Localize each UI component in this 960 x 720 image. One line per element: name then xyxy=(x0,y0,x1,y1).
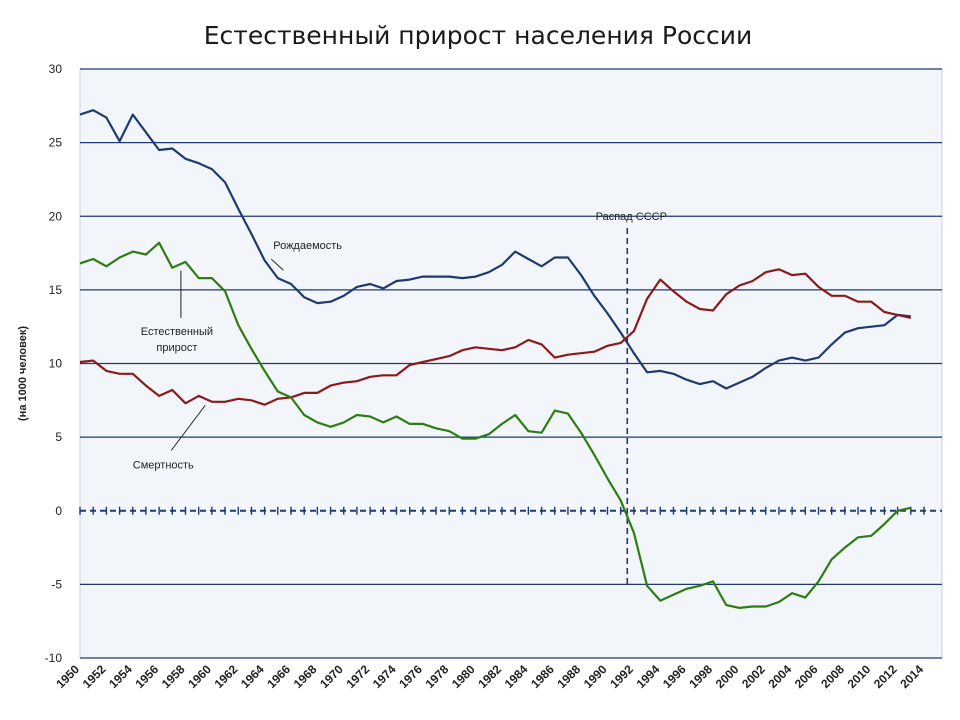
x-tick-label: 1968 xyxy=(291,662,320,691)
series-lines xyxy=(79,109,912,609)
x-tick-label: 1998 xyxy=(686,662,715,691)
x-tick-label: 1976 xyxy=(396,662,425,691)
birth-label-leader xyxy=(270,258,284,271)
x-tick-label: 2000 xyxy=(713,662,742,691)
y-tick-label: -10 xyxy=(45,651,63,665)
y-tick-label: 30 xyxy=(49,62,63,76)
x-tick-label: 1950 xyxy=(53,662,82,691)
x-tick-label: 1982 xyxy=(475,662,504,691)
y-axis-ticks: 30 25 20 15 10 5 0 -5 -10 xyxy=(45,62,63,665)
x-tick-label: 1974 xyxy=(370,662,399,691)
y-tick-label: 5 xyxy=(55,430,62,444)
x-tick-label: 1960 xyxy=(185,662,214,691)
x-tick-label: 1954 xyxy=(106,662,135,691)
x-tick-label: 1964 xyxy=(238,662,267,691)
x-tick-label: 1956 xyxy=(132,662,161,691)
x-tick-label: 1984 xyxy=(502,662,531,691)
natural-series-label-line2: прирост xyxy=(156,342,197,354)
natural-series-label: Естественный xyxy=(141,326,213,338)
x-tick-label: 2008 xyxy=(818,662,847,691)
x-tick-label: 1996 xyxy=(660,662,689,691)
x-tick-label: 1992 xyxy=(607,662,636,691)
y-tick-label: 0 xyxy=(55,504,62,518)
x-tick-label: 2010 xyxy=(845,662,874,691)
x-tick-label: 1980 xyxy=(449,662,478,691)
y-tick-label: 10 xyxy=(49,357,63,371)
series-line-natural xyxy=(79,241,912,609)
birth-series-label: Рождаемость xyxy=(273,240,342,252)
x-tick-label: 2012 xyxy=(871,662,900,691)
x-axis xyxy=(79,506,942,515)
x-tick-label: 1988 xyxy=(554,662,583,691)
x-tick-label: 1972 xyxy=(343,662,372,691)
x-tick-label: 1986 xyxy=(528,662,557,691)
x-tick-label: 1958 xyxy=(159,662,188,691)
x-tick-label: 2004 xyxy=(765,662,794,691)
y-tick-label: -5 xyxy=(51,577,62,591)
x-tick-label: 1966 xyxy=(264,662,293,691)
death-label-leader xyxy=(170,404,206,451)
x-tick-label: 1978 xyxy=(423,662,452,691)
x-tick-label: 2002 xyxy=(739,662,768,691)
ussr-collapse-label: Распад СССР xyxy=(596,211,667,223)
y-tick-label: 15 xyxy=(49,283,63,297)
y-tick-label: 25 xyxy=(49,136,63,150)
x-tick-label: 1970 xyxy=(317,662,346,691)
annotations: Рождаемость Естественный прирост Смертность… xyxy=(133,211,667,471)
series-line-birth xyxy=(79,109,911,390)
series-line-death xyxy=(79,268,912,406)
x-tick-label: 1990 xyxy=(581,662,610,691)
x-tick-label: 1994 xyxy=(634,662,663,691)
x-tick-label: 2014 xyxy=(897,662,926,691)
chart-title: Естественный прирост населения России xyxy=(204,21,753,50)
y-tick-label: 20 xyxy=(49,209,63,223)
x-axis-tick-labels: 1950195219541956195819601962196419661968… xyxy=(53,662,926,691)
x-tick-label: 1962 xyxy=(212,662,241,691)
y-axis-label: (на 1000 человек) xyxy=(17,326,29,421)
x-tick-label: 1952 xyxy=(80,662,109,691)
death-series-label: Смертность xyxy=(133,459,194,471)
grid-lines xyxy=(80,68,942,659)
x-tick-label: 2006 xyxy=(792,662,821,691)
